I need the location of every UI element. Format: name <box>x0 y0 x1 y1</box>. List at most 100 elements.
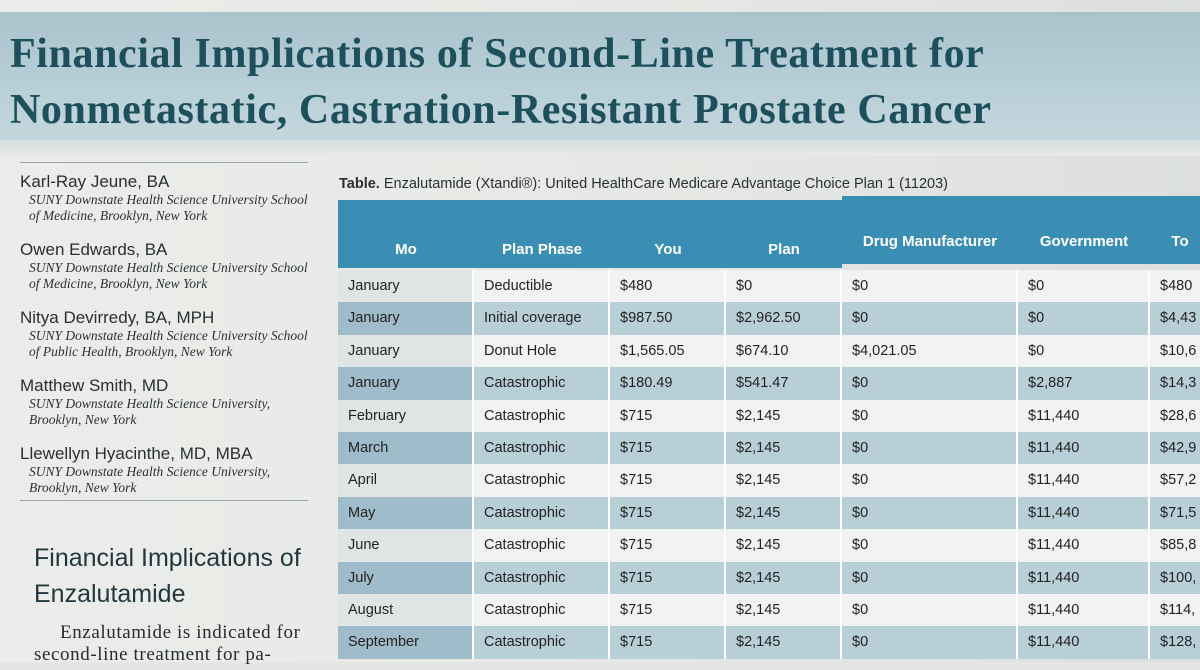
table-row: January Deductible $480 $0 $0 $0 $480 <box>338 270 1200 303</box>
table-row: May Catastrophic $715 $2,145 $0 $11,440 $71,5 <box>338 496 1200 530</box>
cell-mo: February <box>338 399 474 432</box>
cell-plan: $2,145 <box>726 594 842 627</box>
cell-plan: $2,145 <box>726 529 842 562</box>
cell-mo: January <box>338 367 474 400</box>
table-row: February Catastrophic $715 $2,145 $0 $11,440 $… <box>338 399 1200 432</box>
cell-drug-manufacturer: $0 <box>842 432 1018 465</box>
header-plan-phase: Plan Phase <box>474 200 612 268</box>
cell-government: $0 <box>1018 270 1150 303</box>
cell-plan-phase: Donut Hole <box>474 334 610 368</box>
cell-plan: $2,145 <box>726 432 842 465</box>
author-affiliation: SUNY Downstate Health Science University… <box>29 192 308 207</box>
body-line: Enzalutamide is indicated for <box>60 622 301 643</box>
cell-drug-manufacturer: $0 <box>842 496 1018 530</box>
table-row: June Catastrophic $715 $2,145 $0 $11,440 $85,8 <box>338 529 1200 562</box>
header-label: Plan Phase <box>501 241 583 258</box>
article-title-line-1: Financial Implications of Second-Line Tr… <box>10 31 985 77</box>
cell-government: $11,440 <box>1018 626 1150 659</box>
banner-shadow <box>0 140 1200 156</box>
cell-drug-manufacturer: $0 <box>842 270 1018 303</box>
header-label: Drug Manufacturer <box>862 233 998 250</box>
cell-government: $11,440 <box>1018 529 1150 562</box>
cell-plan: $0 <box>726 270 842 303</box>
body-paragraph: Enzalutamide is indicated for second-lin… <box>34 622 324 666</box>
cell-plan-phase: Deductible <box>474 270 610 303</box>
cell-total: $42,9 <box>1150 432 1200 465</box>
divider <box>20 162 308 163</box>
cell-total: $128, <box>1150 626 1200 659</box>
cell-plan-phase: Catastrophic <box>474 367 610 400</box>
cell-plan: $2,962.50 <box>726 302 842 335</box>
author-name: Owen Edwards, BA <box>20 240 168 259</box>
cell-plan-phase: Catastrophic <box>474 496 610 530</box>
header-plan: Plan <box>726 200 844 268</box>
author-block: Matthew Smith, MD SUNY Downstate Health … <box>20 376 320 428</box>
cell-plan-phase: Catastrophic <box>474 626 610 659</box>
cell-total: $4,43 <box>1150 302 1200 335</box>
author-affiliation: SUNY Downstate Health Science University… <box>29 328 308 343</box>
divider <box>20 500 308 501</box>
cell-plan: $2,145 <box>726 464 842 497</box>
cell-government: $11,440 <box>1018 594 1150 627</box>
cell-plan-phase: Catastrophic <box>474 399 610 432</box>
cell-plan: $2,145 <box>726 626 842 659</box>
cell-total: $57,2 <box>1150 464 1200 497</box>
header-label: Mo <box>395 241 417 258</box>
author-name: Karl-Ray Jeune, BA <box>20 172 170 191</box>
table-row: January Initial coverage $987.50 $2,962.50 $… <box>338 302 1200 335</box>
cell-drug-manufacturer: $0 <box>842 399 1018 432</box>
cell-drug-manufacturer: $4,021.05 <box>842 334 1018 368</box>
cell-mo: April <box>338 464 474 497</box>
header-drug-manufacturer: Drug Manufacturer <box>842 196 1020 264</box>
cell-government: $0 <box>1018 334 1150 368</box>
cell-plan: $2,145 <box>726 496 842 530</box>
table-row: April Catastrophic $715 $2,145 $0 $11,440 $57,… <box>338 464 1200 497</box>
table-row: January Catastrophic $180.49 $541.47 $0 $2,88… <box>338 367 1200 400</box>
cell-drug-manufacturer: $0 <box>842 529 1018 562</box>
header-label: Government <box>1039 233 1129 250</box>
author-block: Llewellyn Hyacinthe, MD, MBA SUNY Downst… <box>20 444 320 496</box>
cell-government: $11,440 <box>1018 496 1150 530</box>
section-heading-line: Enzalutamide <box>34 580 186 608</box>
author-block: Nitya Devirredy, BA, MPH SUNY Downstate … <box>20 308 320 360</box>
cell-total: $71,5 <box>1150 496 1200 530</box>
author-affiliation: of Public Health, Brooklyn, New York <box>29 344 233 359</box>
author-affiliation: of Medicine, Brooklyn, New York <box>29 276 208 291</box>
cell-plan: $541.47 <box>726 367 842 400</box>
cell-total: $85,8 <box>1150 529 1200 562</box>
cell-plan: $674.10 <box>726 334 842 368</box>
cell-total: $114, <box>1150 594 1200 627</box>
author-block: Owen Edwards, BA SUNY Downstate Health S… <box>20 240 320 292</box>
cell-government: $2,887 <box>1018 367 1150 400</box>
header-total: To <box>1150 196 1200 264</box>
cost-table: Mo Plan Phase You Plan Drug Manufacturer Gove… <box>338 196 1200 670</box>
author-affiliation: Brooklyn, New York <box>29 480 137 495</box>
cell-total: $480 <box>1150 270 1200 303</box>
cell-government: $11,440 <box>1018 399 1150 432</box>
table-row: September Catastrophic $715 $2,145 $0 $11,440… <box>338 626 1200 659</box>
cell-plan: $2,145 <box>726 399 842 432</box>
cell-plan-phase: Catastrophic <box>474 432 610 465</box>
author-affiliation: SUNY Downstate Health Science University… <box>29 260 308 275</box>
author-affiliation: of Medicine, Brooklyn, New York <box>29 208 208 223</box>
table-row: July Catastrophic $715 $2,145 $0 $11,440 $100, <box>338 561 1200 594</box>
cell-you: $987.50 <box>610 302 726 335</box>
cell-total: $100, <box>1150 561 1200 594</box>
body-line: second-line treatment for pa- <box>34 644 272 665</box>
header-label: You <box>654 241 682 258</box>
cell-total: $10,6 <box>1150 334 1200 368</box>
cell-you: $715 <box>610 561 726 594</box>
cell-mo: September <box>338 626 474 659</box>
cell-plan: $2,145 <box>726 561 842 594</box>
cell-mo: June <box>338 529 474 562</box>
cell-plan-phase: Catastrophic <box>474 529 610 562</box>
cell-you: $715 <box>610 432 726 465</box>
cell-you: $715 <box>610 626 726 659</box>
cell-you: $715 <box>610 464 726 497</box>
cell-government: $11,440 <box>1018 561 1150 594</box>
cell-plan-phase: Catastrophic <box>474 594 610 627</box>
cell-you: $715 <box>610 399 726 432</box>
cell-government: $0 <box>1018 302 1150 335</box>
cell-mo: January <box>338 270 474 303</box>
